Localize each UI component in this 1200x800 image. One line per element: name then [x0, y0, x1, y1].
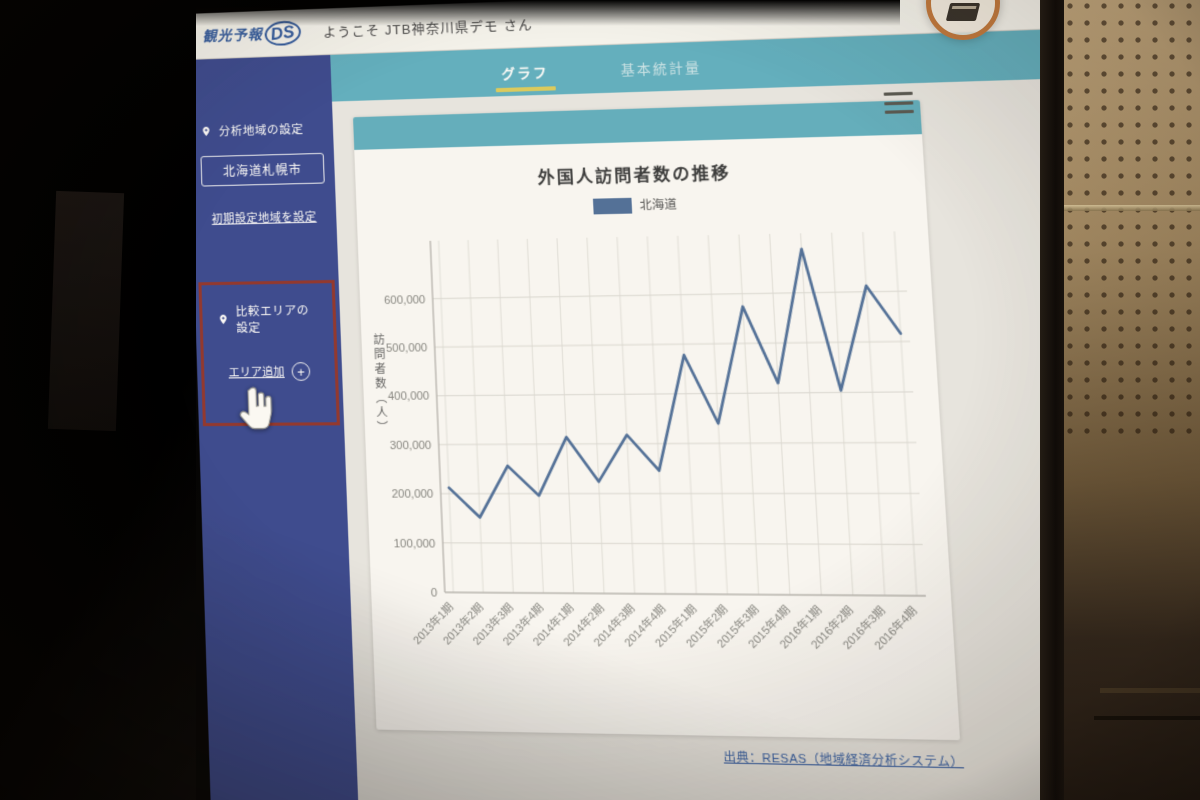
wall-slat: [1094, 716, 1200, 720]
hand-cursor-icon: [235, 383, 282, 441]
card-header-strip: [353, 100, 922, 150]
projection-screen: 観光予報 DS ようこそ JTB神奈川県デモ さん 分析地域の設定 北海道札幌市…: [186, 0, 1111, 800]
menu-icon[interactable]: [884, 92, 914, 114]
chart-card: 外国人訪問者数の推移 北海道 訪問者数（人） 0 100,000 200,000 30…: [353, 100, 960, 740]
dark-wall-object: [48, 191, 124, 431]
add-area-row: エリア追加 +: [208, 362, 331, 382]
source-link[interactable]: 出典：RESAS（地域経済分析システム）: [723, 751, 964, 769]
legend-label: 北海道: [639, 196, 677, 214]
add-area-link[interactable]: エリア追加: [228, 363, 285, 380]
svg-text:100,000: 100,000: [393, 537, 435, 550]
room-right-wall: [1040, 0, 1200, 800]
legend-swatch: [593, 197, 632, 214]
app-body: 分析地域の設定 北海道札幌市 初期設定地域を設定 比較エリアの設定 エリア追加: [187, 29, 1110, 800]
room-left-darkness: [0, 0, 196, 800]
map-pin-icon: [199, 125, 212, 139]
svg-text:400,000: 400,000: [388, 391, 430, 404]
pegboard-wall: [1064, 0, 1200, 800]
default-region-link[interactable]: 初期設定地域を設定: [192, 208, 336, 228]
source-row: 出典：RESAS（地域経済分析システム）: [356, 740, 964, 772]
line-chart: 0 100,000 200,000 300,000 400,000 500,000 600,…: [359, 211, 952, 725]
svg-text:0: 0: [431, 587, 438, 600]
room-top-shadow: [150, 0, 900, 26]
sidebar-section-compare-area: 比較エリアの設定: [206, 302, 329, 337]
sidebar-section-analysis-area: 分析地域の設定: [189, 120, 333, 140]
book-glyph: [946, 3, 980, 21]
wall-slat: [1100, 688, 1200, 693]
region-button[interactable]: 北海道札幌市: [200, 153, 324, 187]
svg-text:600,000: 600,000: [384, 294, 426, 307]
analysis-area-label: 分析地域の設定: [218, 121, 303, 140]
app-window: 観光予報 DS ようこそ JTB神奈川県デモ さん 分析地域の設定 北海道札幌市…: [186, 0, 1111, 800]
plus-icon[interactable]: +: [291, 362, 310, 381]
photo-of-projected-screen: 観光予報 DS ようこそ JTB神奈川県デモ さん 分析地域の設定 北海道札幌市…: [0, 0, 1200, 800]
map-pin-icon: [217, 313, 231, 327]
svg-text:500,000: 500,000: [386, 342, 428, 355]
tab-graph[interactable]: グラフ: [494, 47, 556, 96]
pegboard-holes: [1064, 0, 1200, 440]
svg-text:300,000: 300,000: [390, 439, 432, 452]
svg-text:200,000: 200,000: [392, 488, 434, 501]
chart-title: 外国人訪問者数の推移: [355, 153, 925, 193]
tab-basic-stats[interactable]: 基本統計量: [613, 42, 709, 93]
chart-area: 訪問者数（人） 0 100,000 200,000 300,000 400,000 500…: [357, 207, 960, 740]
main-content: グラフ 基本統計量 外国人訪問者数の推移 北海道 訪問者数（人） 0 100,000…: [330, 29, 1111, 800]
comparison-highlight-box: 比較エリアの設定 エリア追加 +: [198, 280, 340, 426]
wall-shelf-line: [1064, 205, 1200, 211]
screen-frame-edge: [1040, 0, 1066, 800]
logo-text: 観光予報: [202, 24, 263, 46]
compare-area-label: 比較エリアの設定: [235, 302, 319, 336]
